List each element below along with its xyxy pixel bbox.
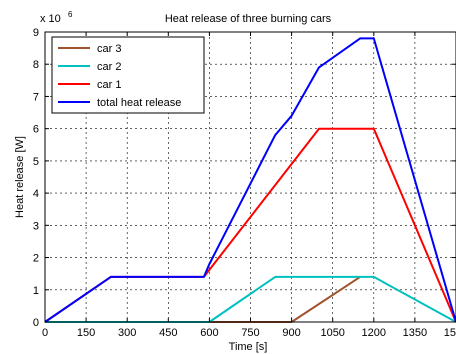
y-tick-label: 3 [33, 220, 39, 232]
x-tick-label: 1350 [403, 327, 427, 339]
legend-label-total-heat-release: total heat release [97, 97, 181, 109]
x-tick-label: 0 [42, 327, 48, 339]
x-tick-label: 1500 [444, 327, 456, 339]
x-tick-label: 1050 [320, 327, 344, 339]
legend-label-car-2: car 2 [97, 61, 121, 73]
y-exponent-power: 6 [68, 10, 73, 19]
y-tick-label: 1 [33, 285, 39, 297]
y-tick-label: 5 [33, 156, 39, 168]
y-axis-title: Heat release [W] [14, 136, 26, 218]
y-tick-label: 0 [33, 317, 39, 329]
x-tick-label: 450 [159, 327, 177, 339]
x-tick-label: 1200 [362, 327, 386, 339]
legend-box [51, 36, 205, 114]
legend-label-car-1: car 1 [97, 79, 121, 91]
y-tick-label: 4 [33, 188, 39, 200]
y-exponent-label: x 10 6 [40, 10, 73, 25]
axis-ticks: 0 150 300 450 600 750 900 1050 1200 1350 1500 0 1 2 3 4… [33, 27, 456, 339]
y-tick-label: 7 [33, 91, 39, 103]
x-tick-label: 150 [77, 327, 95, 339]
chart-title: Heat release of three burning cars [165, 13, 332, 25]
x-tick-label: 750 [241, 327, 259, 339]
x-tick-label: 600 [200, 327, 218, 339]
y-tick-label: 9 [33, 27, 39, 39]
legend-label-car-3: car 3 [97, 43, 121, 55]
y-tick-label: 8 [33, 59, 39, 71]
y-tick-label: 2 [33, 253, 39, 265]
x-tick-label: 900 [282, 327, 300, 339]
y-exponent-base: x 10 [40, 13, 61, 25]
legend: car 3 car 2 car 1 total heat release [51, 36, 205, 114]
y-tick-label: 6 [33, 124, 39, 136]
series-line-total-heat-release [44, 37, 456, 323]
x-tick-label: 300 [118, 327, 136, 339]
x-axis-title: Time [s] [229, 341, 268, 353]
